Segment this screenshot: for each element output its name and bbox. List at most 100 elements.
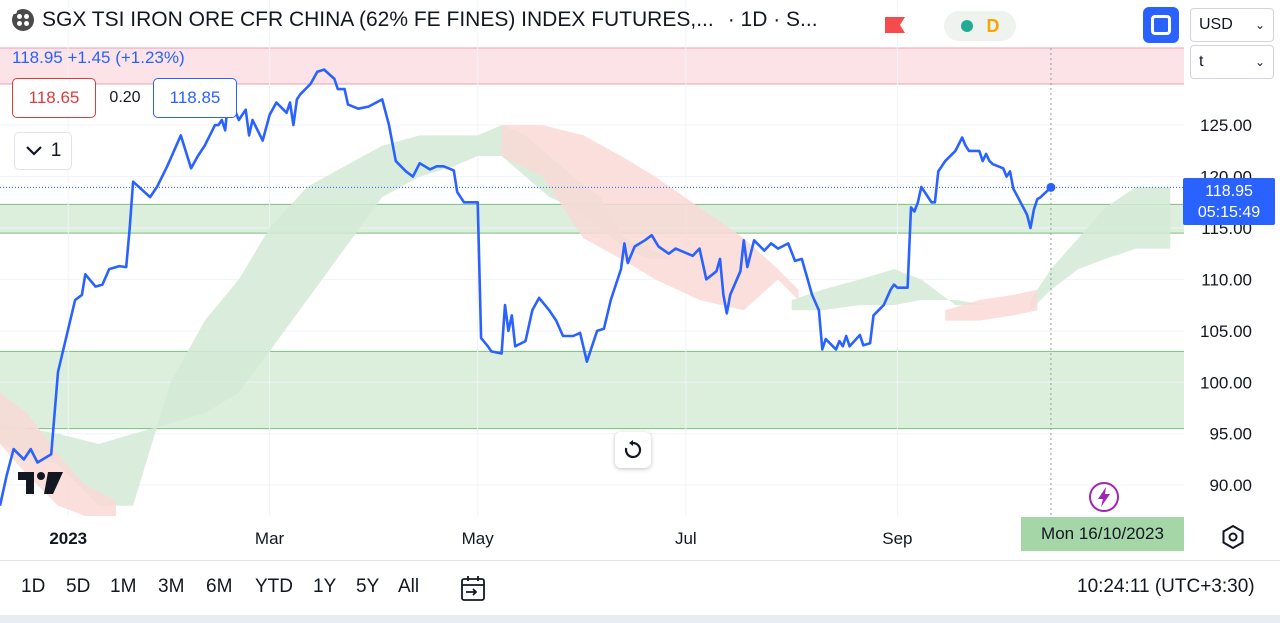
unit-select[interactable]: t ⌄ xyxy=(1190,45,1274,79)
price-data-point xyxy=(218,124,220,126)
price-data-point xyxy=(310,83,312,85)
price-data-point xyxy=(1026,214,1028,216)
range-1y-button[interactable]: 1Y xyxy=(313,576,337,597)
timezone-clock[interactable]: 10:24:11 (UTC+3:30) xyxy=(1077,576,1255,597)
market-open-dot-icon xyxy=(960,20,973,32)
price-data-point xyxy=(873,315,875,317)
price-data-point xyxy=(13,448,15,450)
price-data-point xyxy=(706,279,708,281)
price-data-point xyxy=(729,294,731,296)
range-all-button[interactable]: All xyxy=(398,576,420,597)
price-series-line xyxy=(0,68,1052,506)
price-tick-label: 100.00 xyxy=(1200,373,1252,392)
price-data-point xyxy=(862,344,864,346)
range-ytd-button[interactable]: YTD xyxy=(255,576,293,597)
price-data-point xyxy=(883,304,885,306)
flag-icon[interactable] xyxy=(884,16,906,34)
price-data-point xyxy=(719,258,721,260)
flash-icon[interactable] xyxy=(1088,481,1120,513)
price-data-point xyxy=(845,335,847,337)
price-data-point xyxy=(777,248,779,250)
price-axis[interactable]: 90.0095.00100.00105.00110.00115.00120.00… xyxy=(1200,116,1252,495)
price-data-point xyxy=(579,332,581,334)
range-5y-button[interactable]: 5Y xyxy=(356,576,380,597)
price-data-point xyxy=(368,106,370,108)
price-data-point xyxy=(238,119,240,121)
spread-value: 0.20 xyxy=(109,89,141,106)
interval-exchange[interactable]: · 1D · S... xyxy=(727,8,818,31)
range-1m-button[interactable]: 1M xyxy=(110,576,137,597)
reset-icon xyxy=(624,440,642,459)
price-data-point xyxy=(289,102,291,104)
price-data-point xyxy=(296,99,298,101)
price-data-point xyxy=(501,353,503,355)
price-data-point xyxy=(511,315,513,317)
price-data-point xyxy=(859,334,861,336)
price-data-point xyxy=(405,171,407,173)
price-data-point xyxy=(572,335,574,337)
price-data-point xyxy=(934,201,936,203)
tradingview-logo-icon[interactable] xyxy=(16,470,66,498)
price-data-point xyxy=(443,165,445,167)
time-tick-label: May xyxy=(462,529,495,548)
chart-area[interactable]: 90.0095.00100.00105.00110.00115.00120.00… xyxy=(0,0,1280,560)
price-data-point xyxy=(57,371,59,373)
price-data-point xyxy=(149,196,151,198)
time-tick-label: Jul xyxy=(675,529,697,548)
currency-select[interactable]: USD ⌄ xyxy=(1190,8,1274,42)
price-data-point xyxy=(119,265,121,267)
go-to-date-calendar-icon[interactable] xyxy=(458,574,488,604)
buy-button[interactable]: 118.85 xyxy=(153,78,237,118)
price-data-point xyxy=(276,102,278,104)
price-data-point xyxy=(508,330,510,332)
price-data-point xyxy=(214,124,216,126)
market-status-pill[interactable]: D xyxy=(944,11,1016,41)
price-data-point xyxy=(965,145,967,147)
range-5d-button[interactable]: 5D xyxy=(66,576,91,597)
price-data-point xyxy=(978,150,980,152)
indicators-toggle-button[interactable]: 1 xyxy=(14,132,72,170)
price-data-point xyxy=(740,270,742,272)
price-data-point xyxy=(869,342,871,344)
price-data-point xyxy=(917,201,919,203)
price-data-point xyxy=(347,104,349,106)
price-data-point xyxy=(357,108,359,110)
price-data-point xyxy=(252,119,254,121)
symbol-header[interactable]: SGX TSI IRON ORE CFR CHINA (62% FE FINES… xyxy=(12,8,818,32)
time-tick-label: Mar xyxy=(255,529,285,548)
price-line-layer xyxy=(0,48,1184,516)
price-data-point xyxy=(344,88,346,90)
price-data-point xyxy=(910,207,912,209)
range-3m-button[interactable]: 3M xyxy=(158,576,185,597)
indicators-count: 1 xyxy=(50,140,62,161)
price-data-point xyxy=(504,304,506,306)
price-data-point xyxy=(787,243,789,245)
reset-chart-button[interactable] xyxy=(615,432,651,468)
gear-icon[interactable] xyxy=(1220,524,1246,550)
fullscreen-button[interactable] xyxy=(1143,7,1179,43)
price-data-point xyxy=(961,137,963,139)
price-data-point xyxy=(549,309,551,311)
price-data-point xyxy=(37,462,39,464)
price-data-point xyxy=(166,165,168,167)
price-data-point xyxy=(269,114,271,116)
time-axis[interactable]: 2023 Mar May Jul Sep xyxy=(49,529,912,548)
sell-button[interactable]: 118.65 xyxy=(12,78,96,118)
price-data-point xyxy=(835,349,837,351)
chevron-down-icon: ⌄ xyxy=(1254,55,1265,69)
price-data-point xyxy=(50,453,52,455)
price-data-point xyxy=(1013,188,1015,190)
price-data-point xyxy=(811,294,813,296)
symbol-title[interactable]: SGX TSI IRON ORE CFR CHINA (62% FE FINES… xyxy=(42,8,714,31)
price-data-point xyxy=(299,93,301,95)
range-1d-button[interactable]: 1D xyxy=(21,576,46,597)
price-data-point xyxy=(897,287,899,289)
price-data-point xyxy=(610,299,612,301)
price-data-point xyxy=(658,246,660,248)
symbol-icon xyxy=(12,9,34,31)
cloud-green-area xyxy=(0,125,673,506)
price-data-point xyxy=(412,176,414,178)
range-6m-button[interactable]: 6M xyxy=(206,576,233,597)
price-data-point xyxy=(190,168,192,170)
price-data-point xyxy=(624,243,626,245)
